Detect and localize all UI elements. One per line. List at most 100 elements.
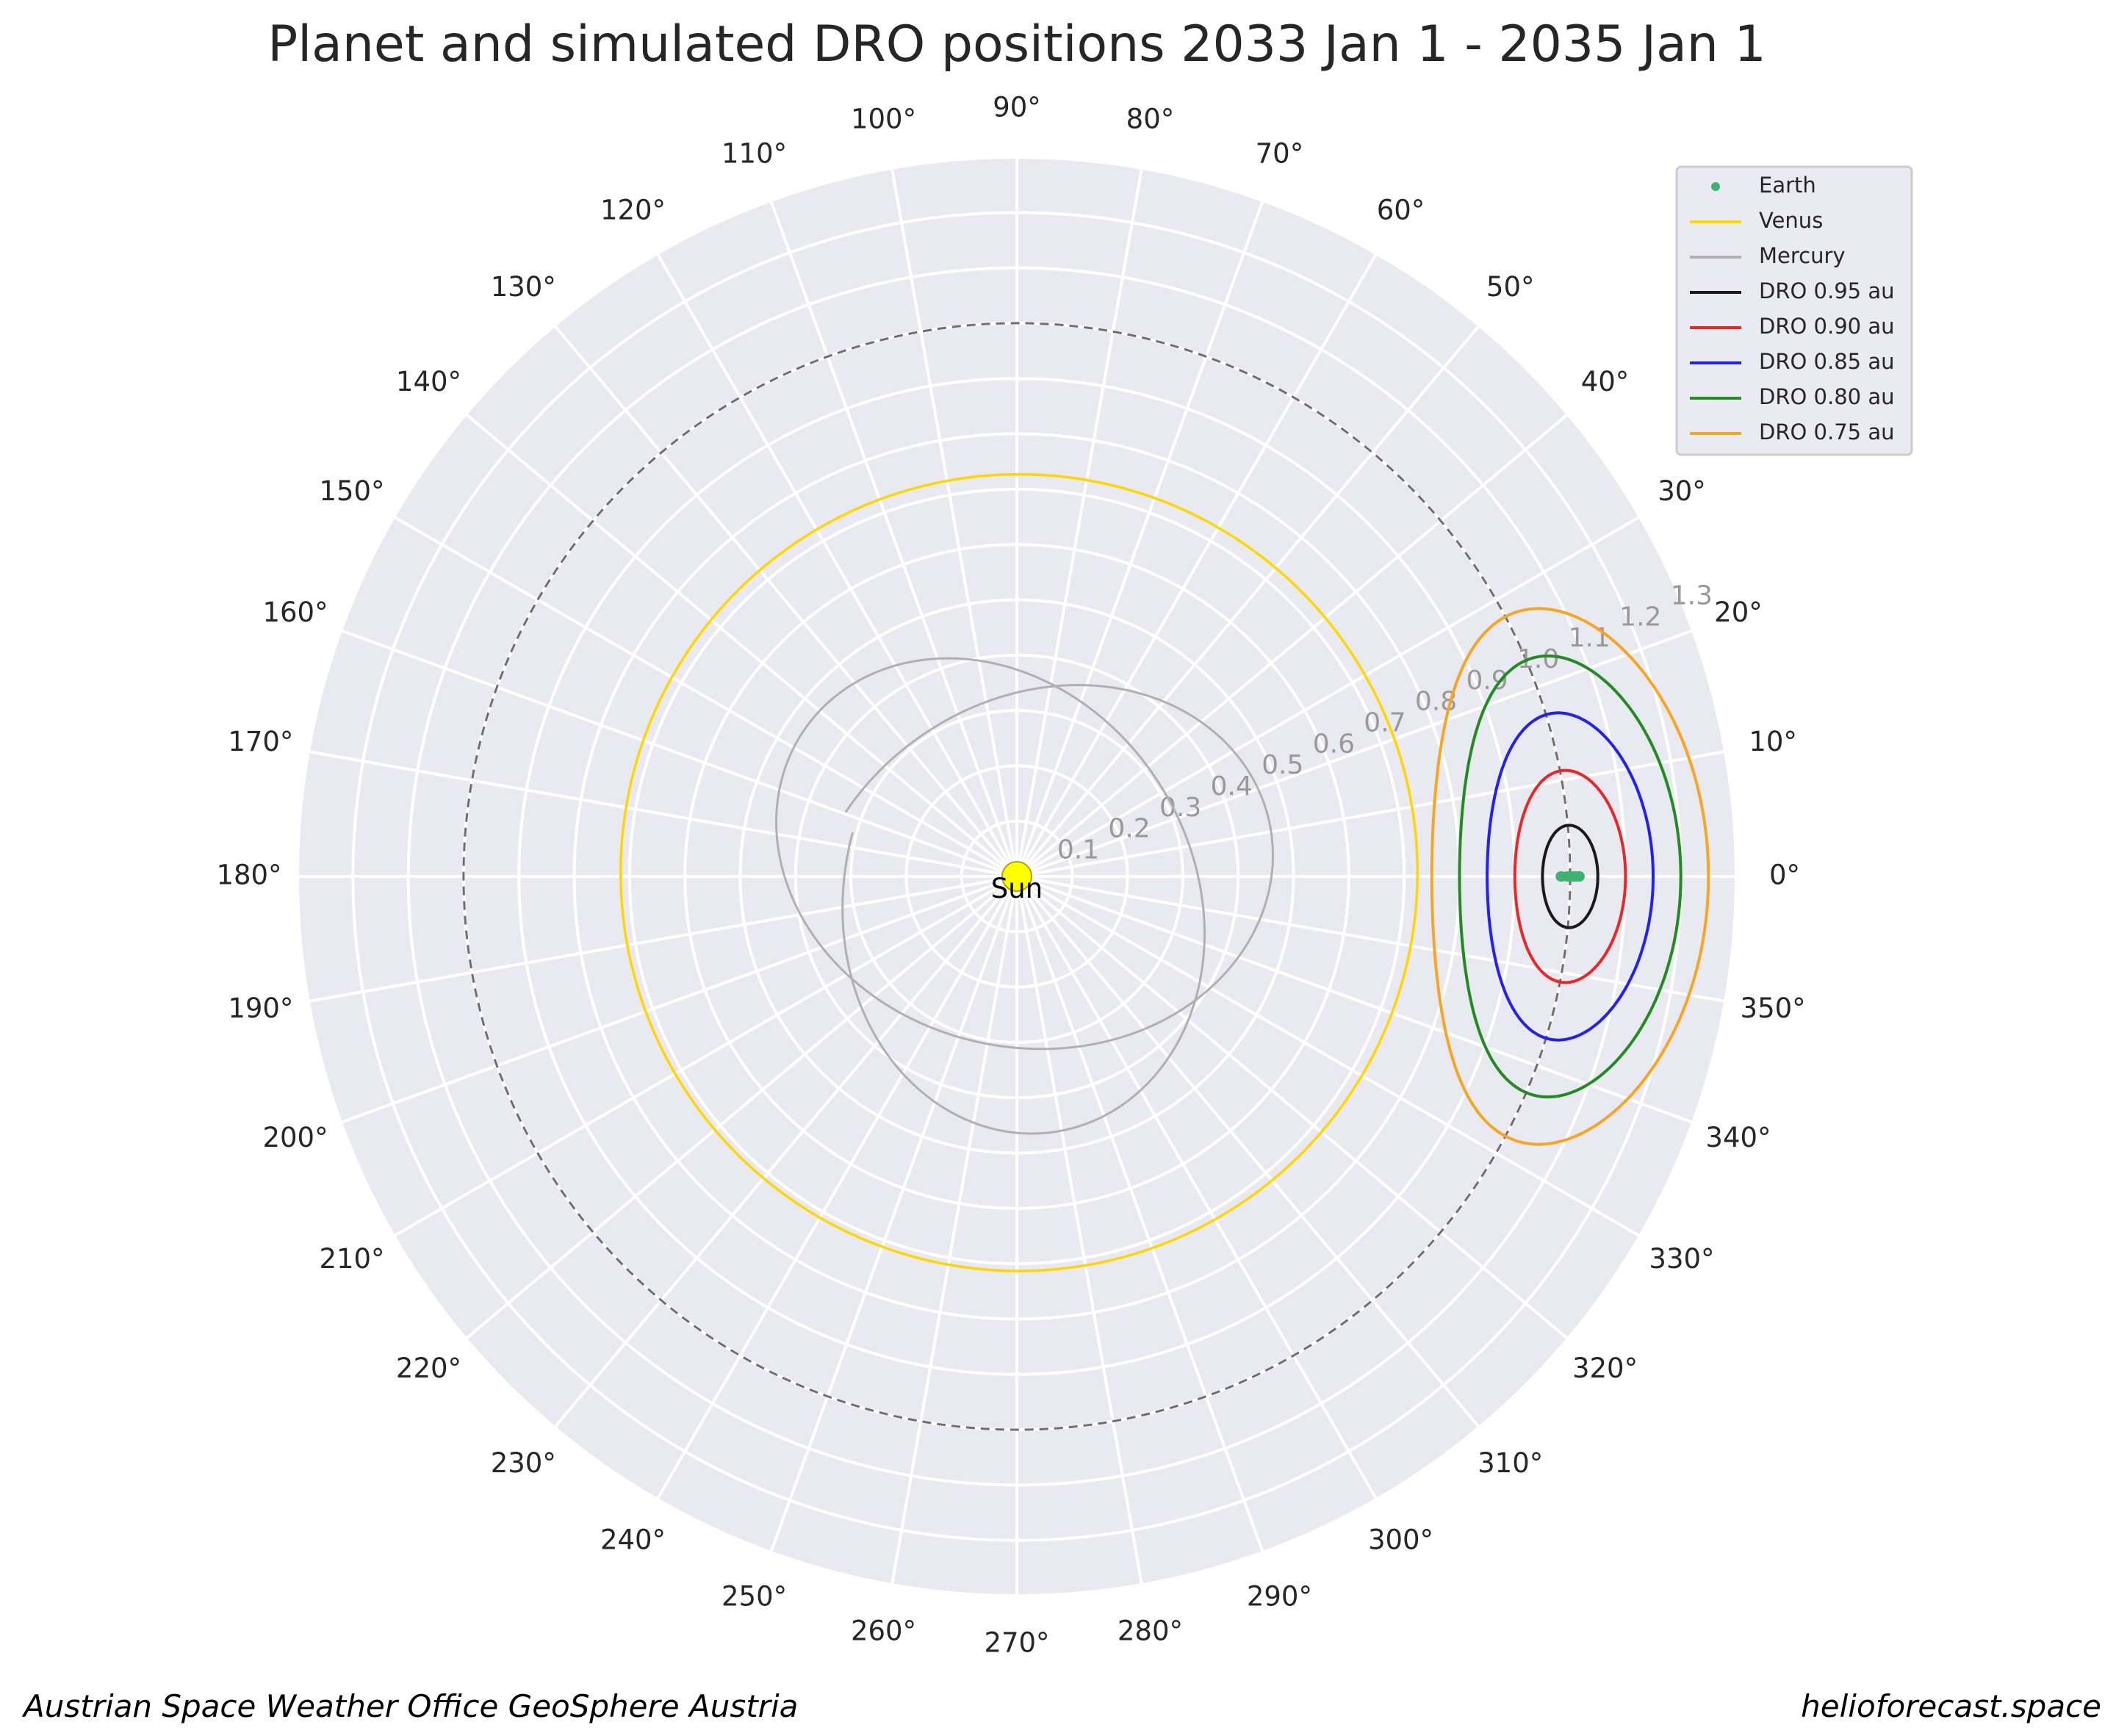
- grid-spoke: [1015, 515, 1641, 878]
- grid-spoke: [1015, 324, 1480, 878]
- grid-spoke: [464, 413, 1018, 878]
- angle-tick-label: 140°: [396, 366, 461, 397]
- legend-label: DRO 0.75 au: [1759, 419, 1894, 444]
- sun-label: Sun: [991, 873, 1043, 904]
- grid-spoke: [1015, 168, 1143, 877]
- grid-spoke: [890, 168, 1018, 877]
- chart-title: Planet and simulated DRO positions 2033 …: [267, 15, 1766, 73]
- angle-tick-label: 270°: [984, 1627, 1049, 1659]
- grid-spoke: [1015, 200, 1264, 877]
- angle-tick-label: 330°: [1649, 1243, 1714, 1275]
- angle-tick-label: 220°: [396, 1353, 461, 1384]
- grid-spoke: [393, 515, 1018, 878]
- grid-spoke: [1015, 876, 1143, 1585]
- grid-spoke: [308, 875, 1018, 1003]
- angle-tick-label: 20°: [1714, 597, 1763, 628]
- sun-marker: Sun: [991, 861, 1043, 904]
- grid-spoke: [655, 875, 1018, 1500]
- series-dro-0-85-au: [1486, 711, 1655, 1042]
- footer-right: helioforecast.space: [1801, 1688, 2101, 1724]
- grid-spoke: [340, 875, 1018, 1124]
- angle-tick-label: 30°: [1658, 475, 1706, 507]
- angle-tick-label: 300°: [1368, 1524, 1433, 1555]
- angle-tick-label: 120°: [600, 195, 666, 226]
- legend-label: DRO 0.80 au: [1759, 384, 1894, 409]
- grid-spoke: [1015, 413, 1569, 878]
- radial-tick-label: 1.0: [1517, 644, 1559, 674]
- angle-tick-label: 110°: [721, 138, 787, 170]
- grid-spoke: [655, 253, 1018, 878]
- angle-tick-label: 40°: [1581, 366, 1630, 397]
- radial-tick-label: 1.2: [1619, 602, 1661, 632]
- grid-spoke: [340, 629, 1018, 878]
- grid-spoke: [1015, 253, 1378, 878]
- radial-tick-label: 1.3: [1671, 581, 1713, 611]
- angle-tick-label: 160°: [262, 597, 328, 628]
- angle-tick-labels: 0° 10° 20° 30° 40° 50° 60° 70° 80° 90° 100° 110° 120…: [216, 92, 1805, 1659]
- angle-tick-label: 260°: [851, 1616, 916, 1647]
- angle-tick-label: 250°: [721, 1580, 787, 1612]
- grid-spoke: [1015, 875, 1378, 1500]
- grid-spoke: [769, 200, 1018, 877]
- legend: Earth Venus Mercury DRO 0.95 au DRO 0.90 au D…: [1675, 165, 1913, 456]
- grid-spoke: [1015, 876, 1264, 1553]
- angle-tick-label: 70°: [1256, 138, 1304, 170]
- legend-label: Mercury: [1759, 243, 1846, 268]
- legend-label: DRO 0.95 au: [1759, 278, 1894, 303]
- footer-left: Austrian Space Weather Office GeoSphere …: [21, 1688, 798, 1724]
- legend-box: [1675, 165, 1913, 456]
- angle-tick-label: 350°: [1741, 993, 1806, 1024]
- grid-spoke: [1015, 875, 1480, 1429]
- grid-spoke: [464, 875, 1018, 1340]
- radial-tick-label: 0.4: [1211, 771, 1253, 802]
- angle-tick-label: 340°: [1705, 1122, 1771, 1153]
- grid-spoke: [1015, 875, 1569, 1340]
- radial-tick-label: 0.3: [1159, 793, 1201, 823]
- legend-label: DRO 0.90 au: [1759, 314, 1894, 339]
- angle-tick-label: 310°: [1478, 1447, 1543, 1479]
- grid-spoke: [1016, 875, 1726, 1003]
- series-dro-0-95-au: [1541, 824, 1599, 929]
- grid-spoke: [1016, 629, 1694, 878]
- radial-tick-label: 0.1: [1057, 835, 1099, 865]
- polar-grid: [296, 156, 1738, 1597]
- plot-series: [619, 472, 1710, 1272]
- grid-spoke: [1016, 750, 1726, 878]
- grid-spoke: [308, 750, 1018, 878]
- series-mercury: [775, 657, 1274, 1135]
- legend-label: Venus: [1759, 208, 1823, 233]
- angle-tick-label: 290°: [1247, 1580, 1312, 1612]
- grid-spoke: [890, 876, 1018, 1585]
- radial-tick-label: 0.6: [1313, 729, 1355, 759]
- grid-spoke: [553, 324, 1018, 878]
- earth-point: [1555, 871, 1566, 882]
- radial-tick-label: 0.5: [1262, 750, 1303, 780]
- radial-tick-label: 0.2: [1108, 814, 1150, 844]
- legend-marker: [1711, 182, 1720, 191]
- angle-tick-label: 80°: [1126, 103, 1175, 134]
- angle-tick-label: 60°: [1377, 195, 1425, 226]
- radial-tick-labels: 0.10.20.30.40.50.60.70.80.91.01.11.21.3: [1057, 581, 1713, 865]
- angle-tick-label: 10°: [1749, 726, 1797, 757]
- grid-spoke: [769, 876, 1018, 1553]
- radial-tick-label: 1.1: [1569, 623, 1611, 653]
- grid-spoke: [1015, 875, 1641, 1238]
- grid-spoke: [393, 875, 1018, 1238]
- angle-tick-label: 190°: [228, 993, 293, 1024]
- series-dro-0-90-au: [1513, 768, 1627, 984]
- legend-label: DRO 0.85 au: [1759, 349, 1894, 374]
- angle-tick-label: 280°: [1118, 1616, 1183, 1647]
- series-dro-0-80-au: [1458, 654, 1683, 1099]
- legend-label: Earth: [1759, 173, 1816, 198]
- angle-tick-label: 170°: [228, 726, 293, 757]
- series-venus: [619, 472, 1419, 1272]
- angle-tick-label: 50°: [1486, 271, 1535, 303]
- angle-tick-label: 100°: [851, 103, 916, 134]
- angle-tick-label: 210°: [319, 1243, 384, 1275]
- grid-spoke: [553, 875, 1018, 1429]
- angle-tick-label: 90°: [993, 92, 1041, 123]
- angle-tick-label: 0°: [1769, 860, 1800, 891]
- angle-tick-label: 200°: [262, 1122, 328, 1153]
- series-dro-0-75-au: [1430, 607, 1710, 1146]
